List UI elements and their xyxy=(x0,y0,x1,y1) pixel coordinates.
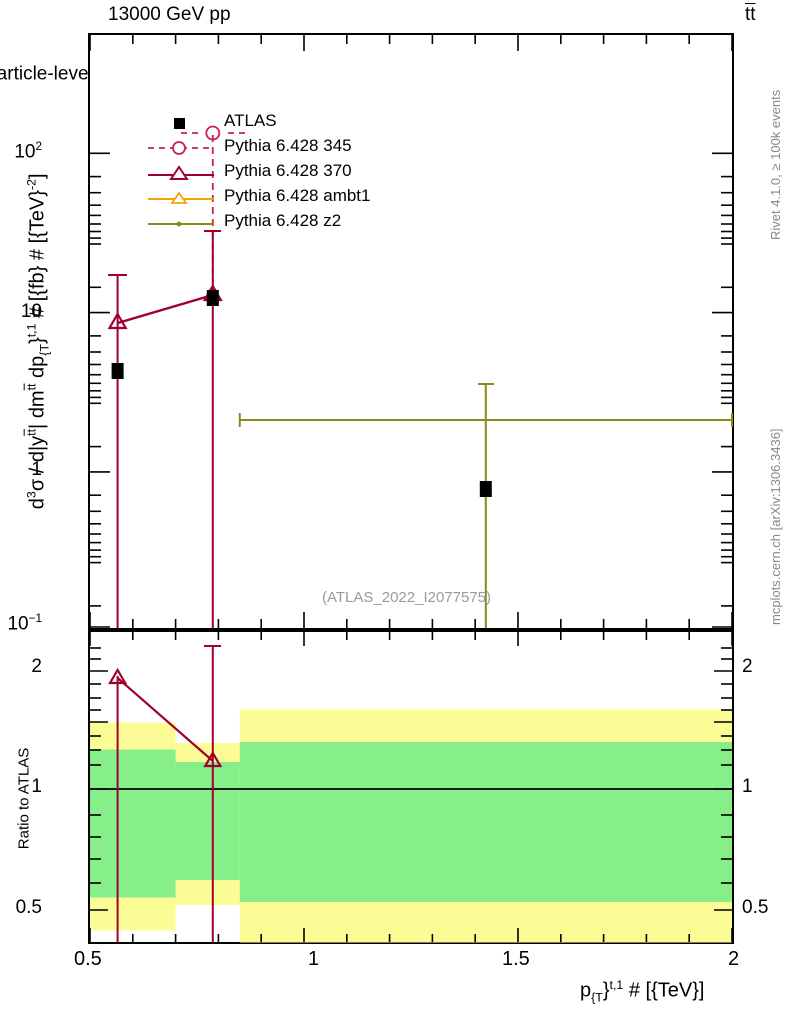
y-axis-ticks-left xyxy=(90,152,110,628)
legend-marker-triangle-orange-icon xyxy=(148,185,214,210)
x-tick-label-0.5: 0.5 xyxy=(74,948,102,970)
x-axis-title: p{T}t,1 # [{TeV}] xyxy=(580,978,705,1005)
x-axis-ticks xyxy=(89,35,733,628)
beam-energy-label: 13000 GeV pp xyxy=(108,4,231,25)
ratio-green-band xyxy=(90,742,733,902)
ratio-tick-label-0.5-left: 0.5 xyxy=(15,897,42,918)
ratio-x-ticks xyxy=(89,632,733,942)
rivet-version-label: Rivet 4.1.0, ≥ 100k events xyxy=(768,89,783,240)
ratio-plot-svg xyxy=(89,632,733,943)
ratio-series-pythia-370 xyxy=(108,645,223,942)
series-atlas-data xyxy=(111,290,492,497)
y-tick-label-0.1: 10−1 xyxy=(7,612,42,635)
main-plot-panel xyxy=(88,33,734,630)
legend-label-pythia-ambt1: Pythia 6.428 ambt1 xyxy=(224,186,371,205)
x-tick-label-1.5: 1.5 xyxy=(502,948,530,970)
y-tick-label-1: 1 xyxy=(31,459,42,480)
series-pythia-z2 xyxy=(238,383,733,628)
x-tick-label-1: 1 xyxy=(308,948,320,970)
ratio-plot-panel xyxy=(88,630,734,944)
y-axis-ticks-right xyxy=(712,152,732,628)
ratio-tick-label-2-right: 2 xyxy=(742,656,753,677)
ratio-tick-label-1-left: 1 xyxy=(31,776,42,797)
legend-label-pythia-370: Pythia 6.428 370 xyxy=(224,161,352,180)
legend-marker-triangle-icon xyxy=(148,160,214,185)
ratio-tick-label-0.5-right: 0.5 xyxy=(742,897,769,918)
ratio-tick-label-2-left: 2 xyxy=(31,656,42,677)
ratio-tick-label-1-right: 1 xyxy=(742,776,753,797)
ratio-y-ticks-left xyxy=(90,647,108,911)
legend-marker-dot-icon xyxy=(148,210,214,235)
legend-marker-circle-icon xyxy=(148,135,214,160)
legend-label-atlas: ATLAS xyxy=(224,111,277,130)
y-tick-label-10: 10 xyxy=(20,301,42,322)
series-pythia-370 xyxy=(107,230,223,628)
ratio-y-ticks-right xyxy=(714,647,732,911)
analysis-id-watermark: (ATLAS_2022_I2077575) xyxy=(322,589,492,606)
main-plot-svg xyxy=(89,35,733,628)
mcplots-credit-label: mcplots.cern.ch [arXiv:1306.3436] xyxy=(768,428,783,625)
legend-label-pythia-345: Pythia 6.428 345 xyxy=(224,136,352,155)
process-label: tt xyxy=(745,4,756,25)
y-tick-label-100: 102 xyxy=(14,140,42,163)
legend-marker-square-icon xyxy=(148,110,214,135)
x-tick-label-2: 2 xyxy=(728,948,740,970)
ratio-axis-title: Ratio to ATLAS xyxy=(15,747,33,850)
legend-label-pythia-z2: Pythia 6.428 z2 xyxy=(224,211,342,230)
